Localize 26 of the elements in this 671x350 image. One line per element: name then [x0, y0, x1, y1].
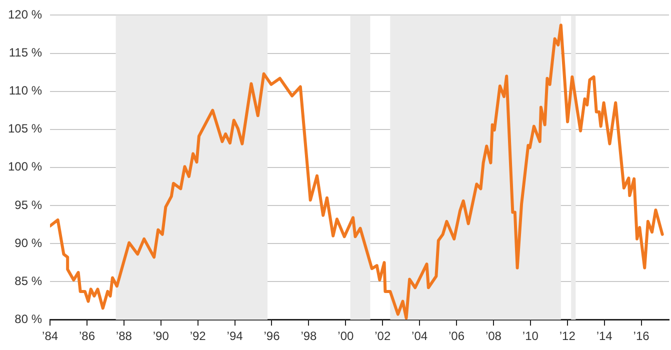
y-tick-label: 120 %	[8, 8, 42, 22]
x-tick-label: ’00	[338, 329, 354, 344]
x-tick-label: ’06	[448, 329, 465, 344]
y-tick-label: 105 %	[8, 122, 42, 136]
y-tick-label: 80 %	[14, 312, 42, 326]
y-tick-label: 110 %	[8, 84, 42, 98]
x-tick-label: ’12	[559, 329, 576, 344]
y-tick-label: 95 %	[14, 198, 42, 212]
x-tick-label: ’16	[633, 329, 650, 344]
x-tick-label: ’08	[485, 329, 502, 344]
y-tick-label: 115 %	[8, 46, 42, 60]
x-tick-label: ’98	[300, 329, 318, 344]
x-tick-label: ’92	[190, 329, 206, 344]
x-tick-label: ’84	[42, 329, 58, 344]
x-tick-label: ’14	[596, 329, 613, 344]
x-tick-label: ’88	[116, 329, 132, 344]
x-tick-label: ’10	[522, 329, 539, 344]
y-tick-label: 100 %	[8, 160, 42, 174]
x-tick-label: ’94	[226, 329, 244, 344]
x-tick-label: ’96	[264, 329, 280, 344]
y-tick-label: 85 %	[14, 274, 42, 288]
x-tick-label: ’04	[412, 329, 428, 344]
x-tick-label: ’90	[152, 329, 170, 344]
x-tick-label: ’86	[78, 329, 96, 344]
x-tick-label: ’02	[374, 329, 391, 344]
y-tick-label: 90 %	[14, 236, 42, 250]
